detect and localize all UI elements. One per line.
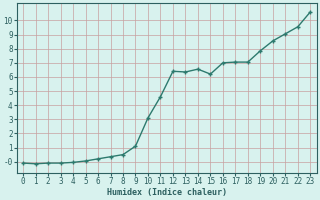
- X-axis label: Humidex (Indice chaleur): Humidex (Indice chaleur): [107, 188, 227, 197]
